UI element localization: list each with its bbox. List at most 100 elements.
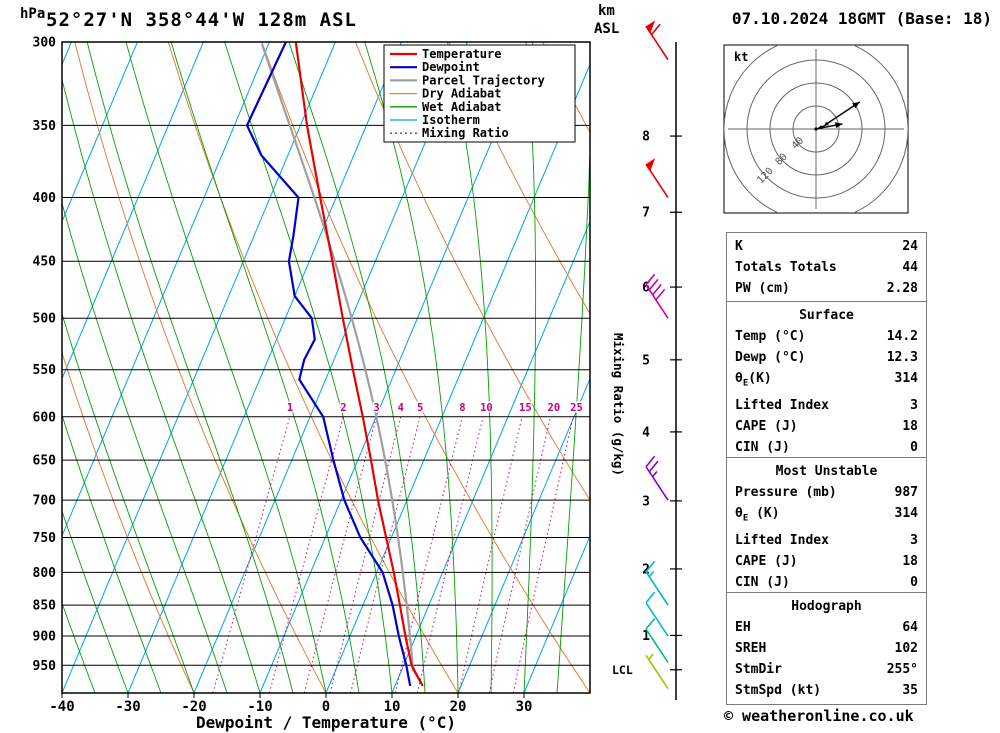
- table-row-label: EH: [735, 620, 751, 635]
- surface-table: Surface Temp (°C) 14.2 Dewp (°C) 12.3 θE(K) 31…: [726, 301, 927, 462]
- pressure-tick-label: 600: [33, 410, 57, 425]
- table-row-value: 314: [894, 371, 918, 386]
- table-row-value: 255°: [886, 662, 918, 677]
- table-row: CIN (J) 0: [735, 437, 918, 458]
- table-row-value: 3: [910, 532, 918, 548]
- temp-tick-labels: -40 -30 -20 -10 0 10 20 30: [49, 693, 532, 715]
- temp-tick-label: 30: [516, 699, 533, 715]
- wet-adiabat-lines: [0, 42, 590, 693]
- wet-adiabat-line: [0, 42, 29, 693]
- mixing-ratio-line: [394, 416, 463, 693]
- wind-barb-shaft: [645, 163, 669, 198]
- table-row-label: Dewp (°C): [735, 350, 806, 365]
- mixing-ratio-value-label: 20: [548, 402, 561, 414]
- isotherm-line: [523, 534, 590, 693]
- isotherm-line: [127, 42, 402, 693]
- table-row-value: 12.3: [886, 350, 918, 365]
- mixing-ratio-lines: [212, 416, 574, 693]
- table-row-label: θE (K): [735, 506, 780, 524]
- wind-barb: [645, 158, 669, 198]
- wind-barb: [645, 653, 669, 690]
- pressure-tick-label: 900: [33, 630, 57, 645]
- wet-adiabat-line: [62, 509, 129, 693]
- table-row-label: Totals Totals: [735, 260, 837, 275]
- km-tick-label: 5: [642, 353, 650, 368]
- wind-barb-full: [645, 618, 656, 630]
- wind-barb: [645, 560, 669, 606]
- table-row-label: CIN (J): [735, 439, 790, 455]
- legend-label: Dewpoint: [422, 60, 480, 74]
- wind-barb-pennant: [646, 158, 656, 171]
- table-row-value: 0: [910, 574, 918, 590]
- mixing-ratio-line: [416, 416, 484, 693]
- wind-barb-shaft: [645, 628, 669, 663]
- table-row: StmDir 255°: [735, 659, 918, 680]
- isotherm-line: [62, 42, 270, 538]
- wind-barb: [645, 20, 669, 61]
- wind-barb-full: [645, 591, 656, 604]
- sounding-profiles: [245, 42, 424, 687]
- hodograph-trace-arrowhead: [852, 101, 860, 109]
- table-row-value: 2.28: [886, 281, 918, 296]
- wet-adiabat-line: [62, 601, 96, 693]
- temp-tick-label: -20: [181, 699, 206, 715]
- temp-tick-label: 10: [384, 699, 401, 715]
- xaxis-caption: Dewpoint / Temperature (°C): [195, 713, 457, 732]
- datetime-title: 07.10.2024 18GMT (Base: 18): [731, 9, 992, 28]
- mixing-ratio-line: [350, 416, 421, 693]
- mixing-ratio-axis-caption: Mixing Ratio (g/kg): [611, 333, 626, 476]
- pressure-axis-unit: hPa: [20, 6, 46, 22]
- most_unstable-table: Most Unstable Pressure (mb) 987 θE (K) 314 Li…: [726, 457, 927, 597]
- temp-tick-label: -30: [115, 699, 140, 715]
- temp-tick-label: 20: [450, 699, 467, 715]
- copyright: © weatheronline.co.uk: [724, 707, 914, 725]
- pressure-tick-label: 650: [33, 454, 57, 469]
- table-row-value: 18: [902, 553, 918, 569]
- table-row-label: StmDir: [735, 662, 782, 677]
- table-row-label: CAPE (J): [735, 418, 798, 434]
- legend-label: Mixing Ratio: [422, 126, 509, 140]
- table-row-value: 35: [902, 683, 918, 698]
- table-row: CIN (J) 0: [735, 572, 918, 593]
- pressure-tick-label: 300: [33, 36, 57, 51]
- table-row-value: 0: [910, 439, 918, 455]
- wet-adiabat-line: [125, 42, 327, 693]
- mixing-ratio-value-label: 15: [519, 402, 532, 414]
- wind-barb-shaft: [645, 571, 669, 606]
- wind-barb-full: [651, 283, 662, 296]
- wind-barb-half: [651, 471, 658, 478]
- wet-adiabat-line: [62, 312, 195, 693]
- km-tick-label: 1: [642, 629, 650, 644]
- pressure-tick-label: 800: [33, 566, 57, 581]
- mixing-ratio-line: [329, 416, 402, 693]
- hodograph-table: Hodograph EH 64 SREH 102 StmDir 255° StmSpd (kt…: [726, 592, 927, 705]
- wind-barb-full: [648, 460, 659, 473]
- pressure-tick-label: 450: [33, 255, 57, 270]
- surface-table-title: Surface: [799, 308, 854, 323]
- hodograph-dot: [825, 122, 829, 126]
- mixing-ratio-line: [303, 416, 377, 693]
- pressure-tick-label: 500: [33, 312, 57, 327]
- table-row-label: Pressure (mb): [735, 485, 837, 500]
- pressure-tick-label: 950: [33, 659, 57, 674]
- table-row-label: CIN (J): [735, 574, 790, 590]
- isotherm-line: [325, 63, 590, 693]
- table-row: Totals Totals 44: [735, 257, 918, 278]
- temp-tick-label: 0: [322, 699, 330, 715]
- mixing-ratio-value-label: 8: [459, 402, 465, 414]
- table-row: θE(K) 314: [735, 368, 918, 395]
- isotherm-lines: [62, 42, 590, 693]
- wind-barb: [645, 273, 669, 319]
- km-tick-label: 4: [642, 425, 650, 440]
- table-row: PW (cm) 2.28: [735, 278, 918, 299]
- mixing-ratio-value-label: 5: [417, 402, 423, 414]
- isotherm-line: [193, 42, 468, 693]
- pressure-tick-label: 750: [33, 531, 57, 546]
- isotherm-line: [259, 42, 534, 693]
- isotherm-line: [62, 42, 138, 223]
- km-tick-label: 3: [642, 494, 650, 509]
- table-row: EH 64: [735, 617, 918, 638]
